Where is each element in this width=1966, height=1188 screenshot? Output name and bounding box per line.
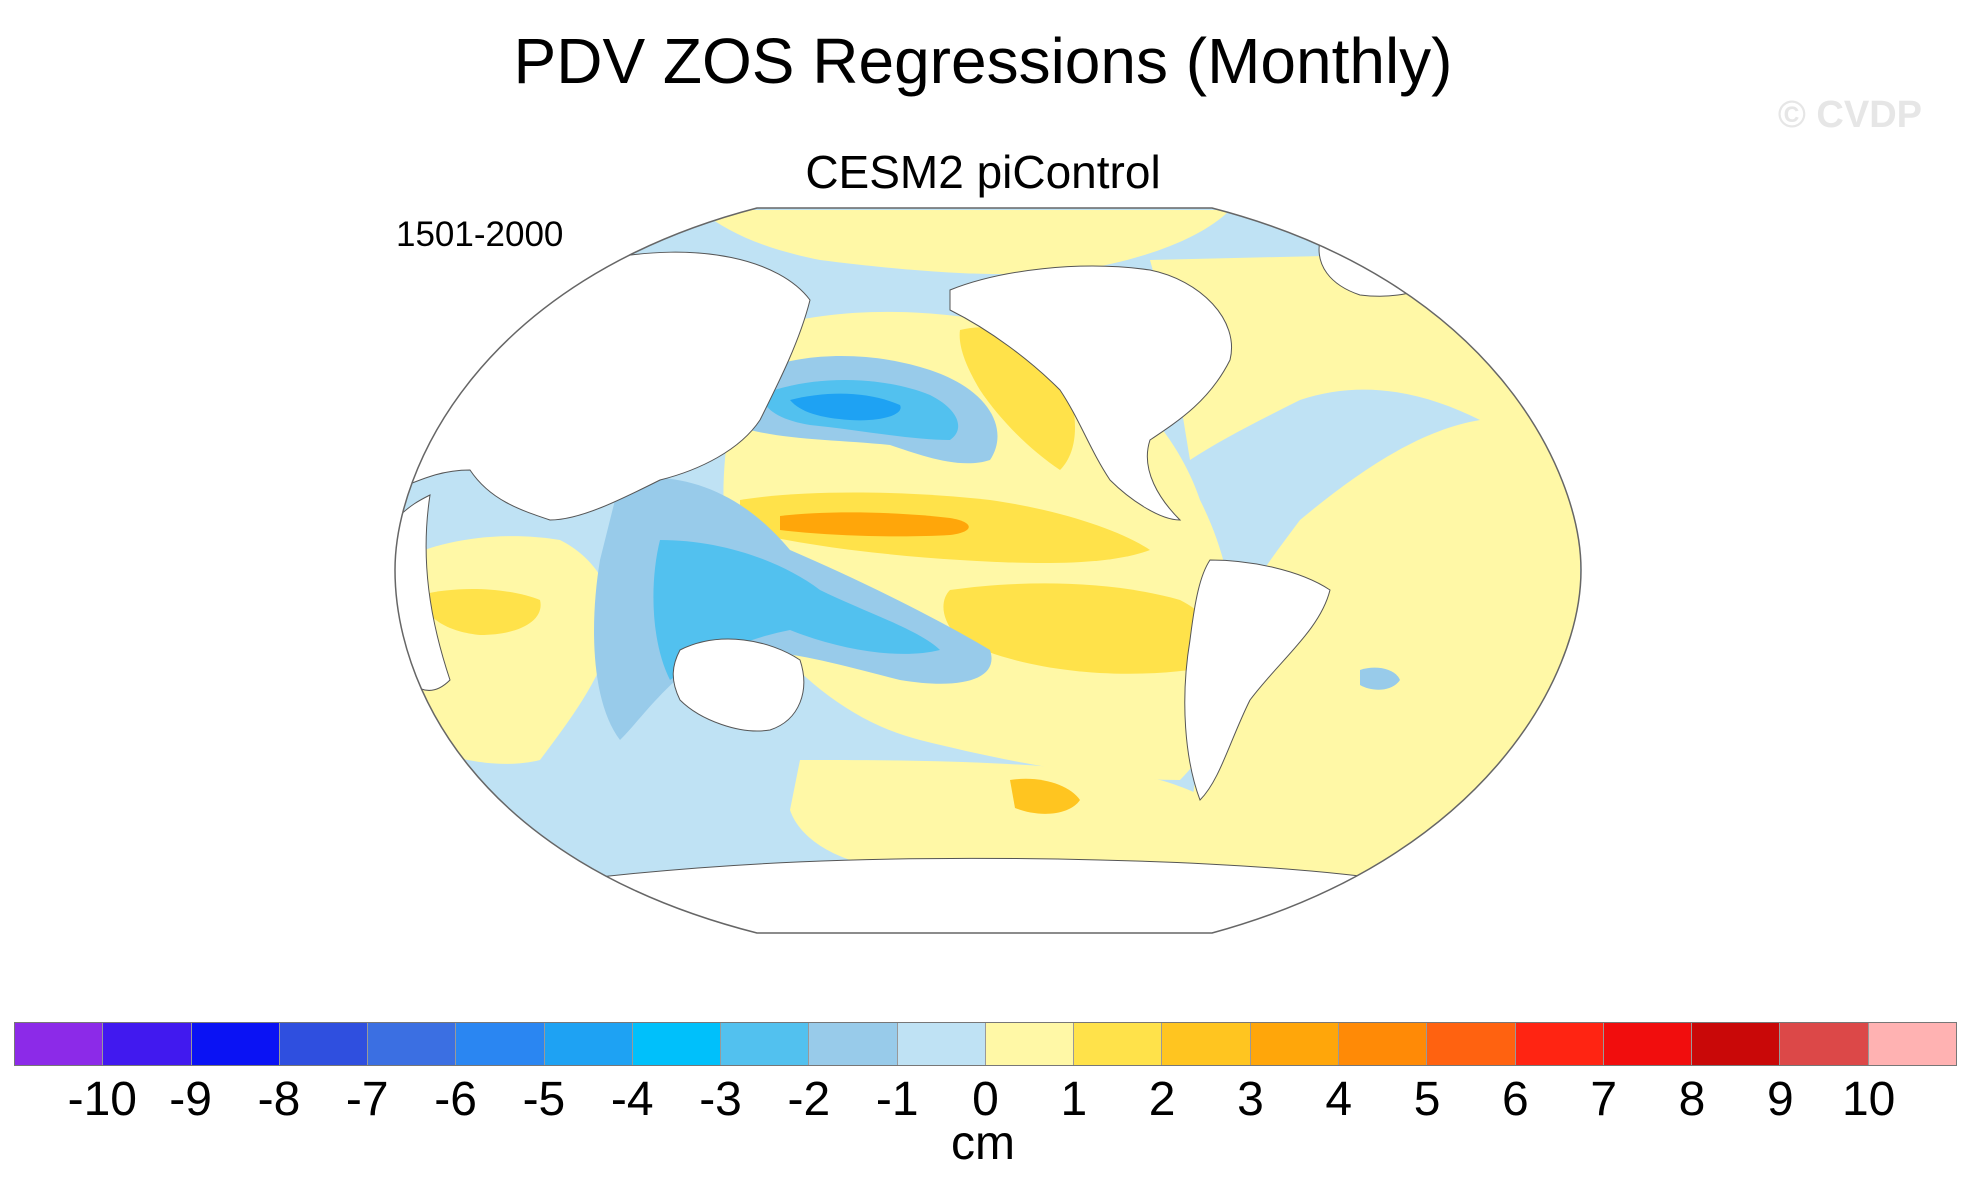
colorbar-tick-label: 3 (1237, 1073, 1264, 1126)
australia-land (672, 638, 805, 732)
colorbar-units: cm (951, 1117, 1015, 1170)
colorbar-swatch (15, 1023, 104, 1065)
colorbar-tick-label: 1 (1060, 1073, 1088, 1126)
colorbar-ticks: -10 -9 -8 -7 -6 -5 -4 -3 -2 -1 0 1 2 3 4 5 6 7 8 9 10 (0, 1072, 1966, 1132)
south-atlantic-negative (1360, 667, 1400, 690)
colorbar-tick-label: 6 (1502, 1073, 1529, 1126)
colorbar-swatch (1603, 1023, 1693, 1065)
colorbar-swatch (1162, 1023, 1251, 1065)
colorbar-swatch (456, 1023, 545, 1065)
north-atlantic-positive (1150, 250, 1580, 900)
south-america-land (1184, 559, 1331, 801)
south-pacific-positive (790, 760, 1238, 872)
arabian-sea-band (420, 588, 541, 635)
watermark: © CVDP (1777, 94, 1922, 136)
colorbar-swatch (985, 1023, 1075, 1065)
colorbar-tick-label: -6 (434, 1073, 477, 1126)
colorbar-tick-label: -2 (787, 1073, 831, 1126)
colorbar-tick-label: -9 (169, 1073, 212, 1126)
south-pacific-orange (1010, 778, 1080, 814)
colorbar-swatch (1427, 1023, 1516, 1065)
colorbar-tick-label: -1 (875, 1073, 919, 1126)
colorbar-swatch (897, 1023, 986, 1065)
subtitle: CESM2 piControl (805, 146, 1161, 198)
colorbar-tick-label: -4 (610, 1073, 654, 1126)
colorbar-swatch (632, 1023, 722, 1065)
north-america-land (949, 265, 1232, 521)
period-label: 1501-2000 (396, 215, 564, 254)
colorbar-swatch (368, 1023, 457, 1065)
colorbar (14, 1022, 1957, 1066)
globe-outline (394, 207, 1582, 934)
colorbar-tick-label: 2 (1148, 1073, 1176, 1126)
colorbar-swatch (1515, 1023, 1604, 1065)
colorbar-swatch (191, 1023, 280, 1065)
colorbar-swatch (1338, 1023, 1428, 1065)
colorbar-swatch (279, 1023, 369, 1065)
colorbar-swatch (1692, 1023, 1781, 1065)
colorbar-swatch (1780, 1023, 1869, 1065)
colorbar-swatch (809, 1023, 898, 1065)
colorbar-tick-label: 10 (1841, 1073, 1896, 1126)
colorbar-tick-label: 5 (1413, 1073, 1441, 1126)
colorbar-tick-label: 0 (972, 1073, 999, 1126)
equatorial-pacific-peak (780, 512, 969, 537)
colorbar-tick-label: 8 (1678, 1073, 1706, 1126)
colorbar-tick-label: -10 (67, 1073, 137, 1126)
colorbar-swatch (1250, 1023, 1339, 1065)
colorbar-swatch (103, 1023, 192, 1065)
page-title: PDV ZOS Regressions (Monthly) (513, 25, 1453, 97)
colorbar-tick-label: -3 (699, 1073, 742, 1126)
colorbar-tick-label: -7 (345, 1073, 389, 1126)
map-canvas (394, 207, 1582, 934)
colorbar-tick-label: 7 (1590, 1073, 1618, 1126)
colorbar-swatch (1868, 1023, 1956, 1065)
colorbar-tick-label: 9 (1767, 1073, 1794, 1126)
colorbar-tick-label: 4 (1325, 1073, 1353, 1126)
east-pacific-band (943, 583, 1212, 674)
land-masses (395, 237, 1501, 933)
colorbar-swatch (721, 1023, 810, 1065)
colorbar-swatch (544, 1023, 633, 1065)
arctic-positive (700, 210, 1230, 275)
colorbar-swatch (1074, 1023, 1163, 1065)
colorbar-tick-label: -8 (257, 1073, 301, 1126)
colorbar-tick-label: -5 (522, 1073, 566, 1126)
kuroshio-peak (790, 393, 901, 421)
